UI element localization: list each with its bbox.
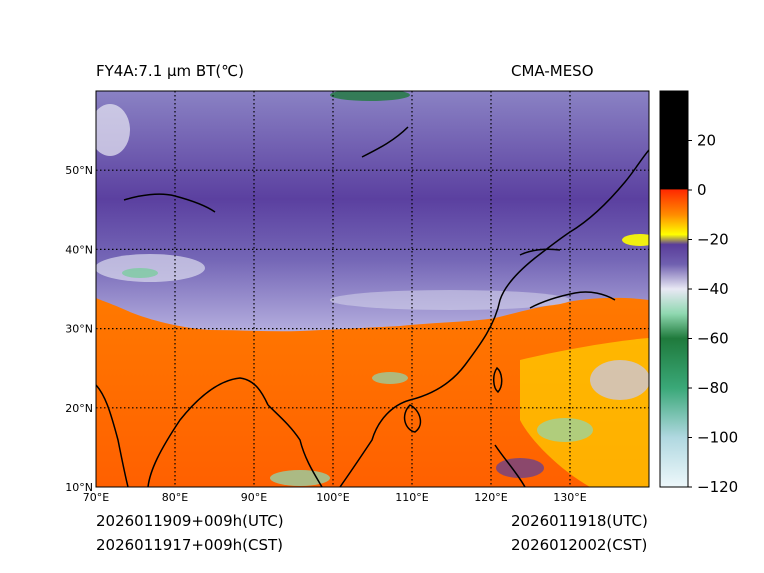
colorbar-ticks: 20 0 −20 −40 −60 −80 −100 −120	[688, 132, 738, 496]
longitude-label: 90°E	[241, 491, 267, 504]
cloud-cluster	[270, 470, 330, 486]
cloud-band	[330, 290, 570, 310]
cloud-band	[122, 268, 158, 278]
longitude-labels: 70°E 80°E 90°E 100°E 110°E 120°E 130°E	[83, 491, 587, 504]
japan-coast	[529, 291, 616, 309]
latitude-label: 20°N	[65, 402, 93, 415]
colorbar-tick-label: −20	[697, 231, 729, 249]
dry-patch	[622, 234, 649, 246]
latitude-labels: 10°N 20°N 30°N 40°N 50°N	[65, 164, 93, 494]
imagery-layer	[96, 91, 649, 487]
map-title: FY4A:7.1 µm BT(℃)	[96, 62, 244, 80]
longitude-label: 80°E	[162, 491, 188, 504]
colorbar-tick-label: −120	[697, 478, 738, 496]
valid-time-cst: 2026012002(CST)	[511, 536, 648, 554]
cloud-band	[96, 254, 205, 282]
cloud-cluster	[590, 360, 649, 400]
graticule	[96, 91, 649, 487]
cloud-cluster	[537, 418, 593, 442]
longitude-label: 70°E	[83, 491, 109, 504]
latitude-label: 40°N	[65, 243, 93, 256]
india-east-coast	[147, 377, 269, 487]
korea-coast	[569, 149, 649, 233]
coastlines	[96, 126, 649, 487]
colorbar-scale	[659, 90, 689, 488]
cloud-cluster	[496, 458, 544, 478]
colorbar-tick-label: −80	[697, 379, 729, 397]
longitude-label: 110°E	[395, 491, 428, 504]
cold-cloud-top	[330, 91, 410, 101]
colorbar-tick-label: −100	[697, 429, 738, 447]
longitude-label: 130°E	[553, 491, 586, 504]
taiwan-coast	[493, 366, 503, 394]
lake-baikal	[361, 126, 409, 158]
init-time-cst: 2026011917+009h(CST)	[96, 536, 284, 554]
latitude-label: 30°N	[65, 323, 93, 336]
colorbar-tick-label: 0	[697, 181, 707, 199]
china-coast	[339, 231, 571, 487]
colorbar: 20 0 −20 −40 −60 −80 −100 −120	[659, 90, 738, 496]
india-west-coast	[96, 384, 129, 487]
latitude-label: 50°N	[65, 164, 93, 177]
philippines-coast	[494, 444, 526, 487]
longitude-label: 120°E	[474, 491, 507, 504]
valid-time-utc: 2026011918(UTC)	[511, 512, 648, 530]
colorbar-tick-label: 20	[697, 132, 716, 150]
longitude-label: 100°E	[316, 491, 349, 504]
init-time-utc: 2026011909+009h(UTC)	[96, 512, 284, 530]
colorbar-tick-label: −60	[697, 330, 729, 348]
colorbar-tick-label: −40	[697, 280, 729, 298]
hainan-coast	[403, 404, 422, 433]
cold-cloud-mass	[96, 91, 649, 332]
cloud-cluster	[372, 372, 408, 384]
latitude-label: 10°N	[65, 481, 93, 494]
myanmar-coast	[267, 404, 323, 487]
model-name: CMA-MESO	[511, 62, 594, 80]
cloud-band	[96, 104, 130, 156]
map-frame	[95, 90, 650, 488]
